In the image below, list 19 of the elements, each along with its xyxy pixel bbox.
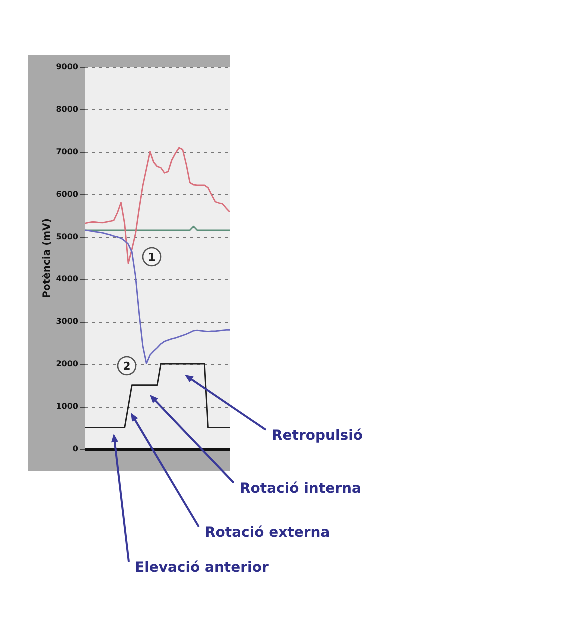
y-tick-label: 8000	[56, 104, 79, 114]
y-axis-title: Potència (mV)	[42, 218, 54, 298]
y-tick-label: 1000	[56, 402, 79, 412]
y-tick-label: 6000	[56, 190, 79, 199]
y-tick-label: 2000	[56, 360, 79, 369]
text: Rotació externa	[205, 525, 330, 541]
line-series	[84, 147, 230, 264]
y-tick-label: 4000	[56, 274, 79, 284]
y-tick-label: 0	[72, 444, 79, 454]
y-tick-label: 5000	[56, 232, 79, 242]
line-series	[84, 363, 230, 428]
y-tick-label: 9000	[56, 62, 79, 72]
annotation: 1	[148, 251, 156, 264]
y-tick-label: 3000	[56, 317, 79, 326]
text: Retropulsió	[272, 428, 364, 444]
text: Rotació interna	[240, 481, 362, 497]
y-tick-label: 7000	[56, 147, 79, 156]
text: Elevació anterior	[135, 560, 269, 576]
annotation: 2	[123, 360, 131, 373]
